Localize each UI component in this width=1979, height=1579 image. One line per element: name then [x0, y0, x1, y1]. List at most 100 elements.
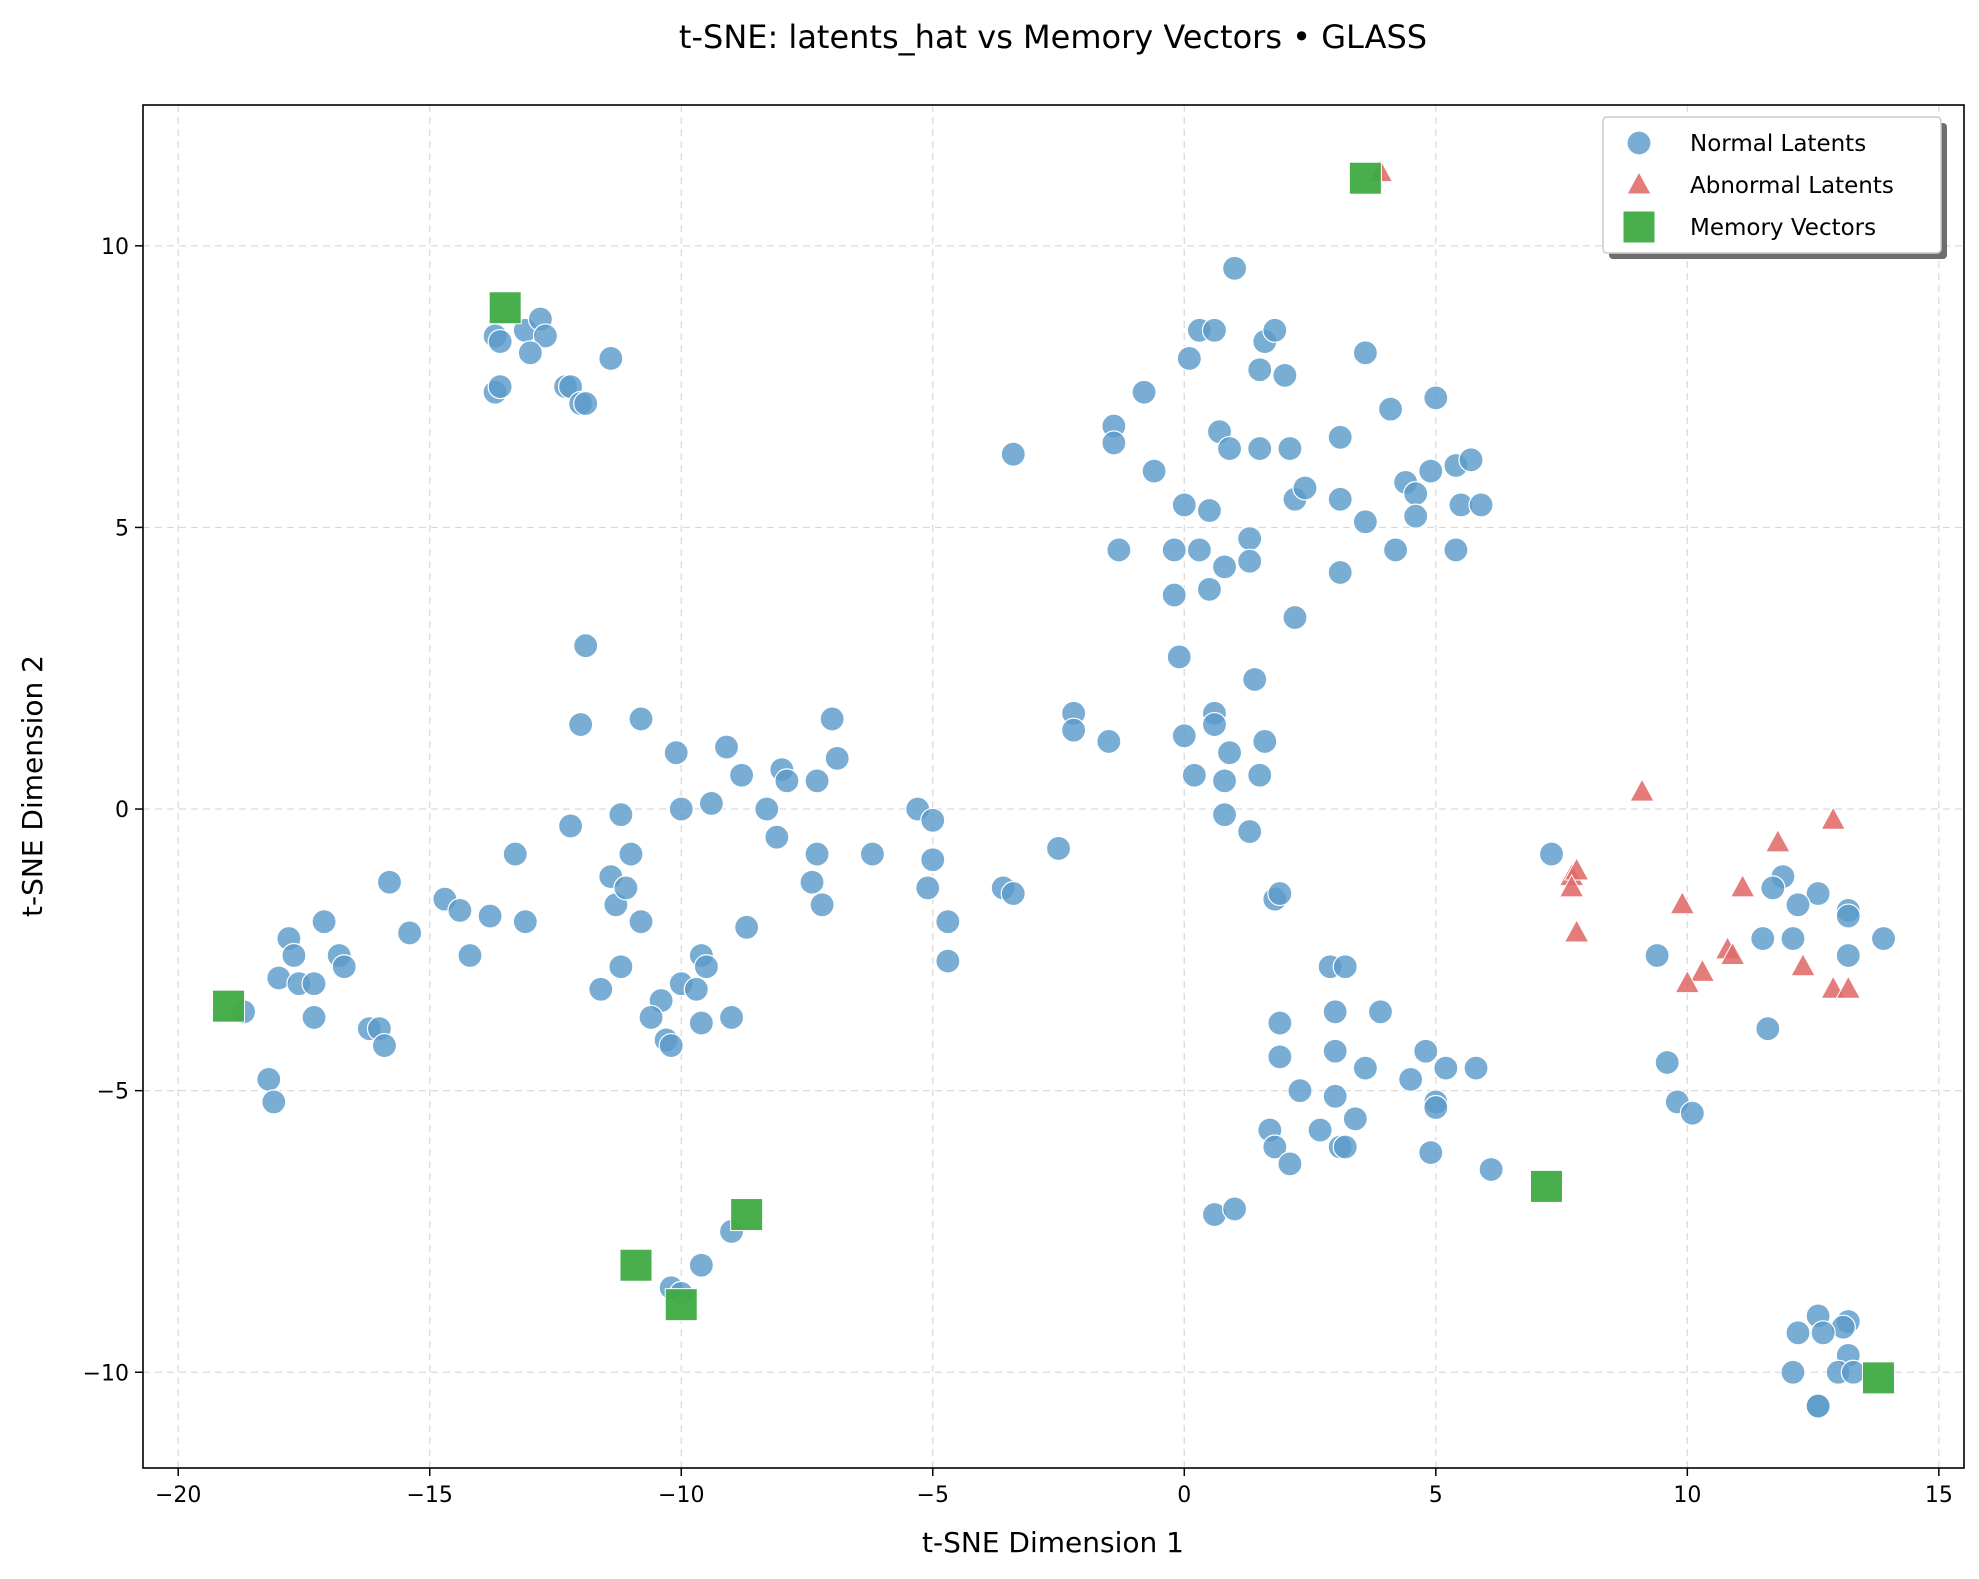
x-tick-label: 5 [1429, 1483, 1443, 1508]
normal-latent-point [713, 734, 740, 760]
normal-latent-point [1096, 728, 1122, 755]
normal-latent-point [1141, 458, 1167, 484]
normal-latent-point [1327, 424, 1353, 450]
legend-label: Abnormal Latents [1690, 173, 1894, 199]
y-axis-title: t-SNE Dimension 2 [16, 655, 49, 917]
normal-latent-point [734, 914, 760, 940]
legend-marker-circle [1626, 130, 1652, 156]
normal-latent-point [1785, 1320, 1811, 1346]
normal-latent-point [804, 768, 830, 794]
normal-latent-point [1760, 875, 1786, 901]
normal-latent-point [517, 340, 543, 366]
normal-latent-point [1463, 1055, 1489, 1081]
normal-latent-point [1247, 762, 1273, 788]
normal-latent-point [1644, 942, 1670, 969]
x-tick-label: −5 [917, 1483, 949, 1508]
normal-latent-point [598, 345, 624, 372]
normal-latent-point [1272, 362, 1298, 388]
legend-label: Normal Latents [1690, 131, 1866, 157]
normal-latent-point [502, 841, 528, 867]
normal-latent-point [1101, 430, 1127, 456]
normal-latent-point [1237, 818, 1263, 845]
x-tick-label: 0 [1177, 1483, 1191, 1508]
abnormal-latent-point [1674, 969, 1701, 994]
normal-latent-point [1061, 717, 1087, 743]
normal-latent-point [1237, 526, 1263, 552]
legend-memory-vectors: Memory Vectors [1622, 210, 1876, 244]
normal-latent-point [1186, 537, 1212, 563]
normal-latent-point [1327, 486, 1353, 512]
normal-latent-point [915, 875, 941, 901]
normal-latent-point [688, 1010, 714, 1036]
normal-latent-point [1262, 317, 1288, 343]
normal-latent-point [799, 869, 825, 895]
normal-latent-point [1322, 999, 1348, 1025]
normal-latent-point [608, 954, 634, 980]
normal-latent-point [1211, 768, 1238, 794]
normal-latent-point [1750, 925, 1776, 952]
abnormal-latent-point [1729, 873, 1756, 898]
normal-latent-point [1161, 537, 1187, 563]
legend-box [1602, 116, 1942, 254]
abnormal-latent-point [1820, 806, 1847, 830]
x-tick-label: 15 [1925, 1483, 1953, 1508]
normal-latent-point [573, 390, 599, 417]
normal-latent-point [1161, 582, 1187, 608]
normal-latent-point [1403, 503, 1429, 529]
normal-latent-point [1201, 711, 1228, 738]
normal-latent-point [1196, 497, 1223, 524]
normal-latent-point [613, 875, 639, 901]
abnormal-latent-point [1669, 890, 1696, 915]
normal-latent-point [487, 328, 513, 355]
normal-latent-point [1352, 340, 1378, 366]
memory-vector-point [619, 1248, 653, 1282]
normal-latent-point [1277, 1151, 1303, 1177]
legend-marker-square [1622, 210, 1656, 244]
normal-latent-point [573, 633, 599, 659]
normal-latent-point [1166, 644, 1192, 670]
memory-vector-point [1529, 1169, 1563, 1203]
x-axis-title: t-SNE Dimension 1 [922, 1526, 1184, 1559]
normal-latent-point [1403, 481, 1429, 507]
series-square [212, 161, 1895, 1395]
normal-latent-point [568, 711, 594, 738]
normal-latent-point [1252, 728, 1278, 755]
chart-title: t-SNE: latents_hat vs Memory Vectors • G… [679, 18, 1427, 56]
normal-latent-point [1835, 942, 1861, 969]
normal-latent-point [1201, 317, 1228, 343]
normal-latent-point [1211, 802, 1238, 828]
memory-vector-point [212, 989, 246, 1023]
normal-latent-point [1382, 537, 1409, 563]
y-tick-label: 5 [115, 516, 129, 541]
abnormal-latent-point [1719, 941, 1746, 965]
normal-latent-point [1418, 1139, 1444, 1166]
abnormal-latent-point [1835, 975, 1862, 999]
normal-latent-point [935, 948, 961, 974]
normal-latent-point [1679, 1100, 1705, 1126]
normal-latent-point [532, 323, 559, 349]
legend: Normal Latents Abnormal Latents Memory Vec… [1602, 116, 1947, 259]
normal-latent-point [1247, 357, 1273, 383]
normal-latent-point [698, 790, 725, 816]
normal-latent-point [1045, 835, 1072, 862]
abnormal-latent-point [1563, 856, 1590, 881]
axis-ticks: −20 −15 −10 −5 0 5 10 15 −10 −5 0 5 10 [83, 235, 1953, 1508]
normal-latent-point [1322, 1038, 1348, 1064]
normal-latent-point [729, 762, 755, 788]
normal-latent-point [859, 841, 886, 867]
x-tick-label: −15 [407, 1483, 453, 1508]
normal-latent-point [376, 869, 403, 895]
normal-latent-point [688, 1252, 714, 1278]
normal-latent-point [487, 374, 513, 400]
normal-latent-point [1805, 880, 1831, 907]
abnormal-latent-point [1558, 873, 1585, 898]
normal-latent-point [1176, 345, 1202, 372]
normal-latent-point [774, 768, 800, 794]
normal-latent-point [1835, 903, 1861, 929]
legend-items: Normal Latents Abnormal Latents Memory Vec… [1622, 130, 1894, 244]
normal-latent-point [1292, 475, 1318, 501]
normal-latent-point [1216, 435, 1243, 462]
y-tick-label: −5 [97, 1080, 129, 1105]
